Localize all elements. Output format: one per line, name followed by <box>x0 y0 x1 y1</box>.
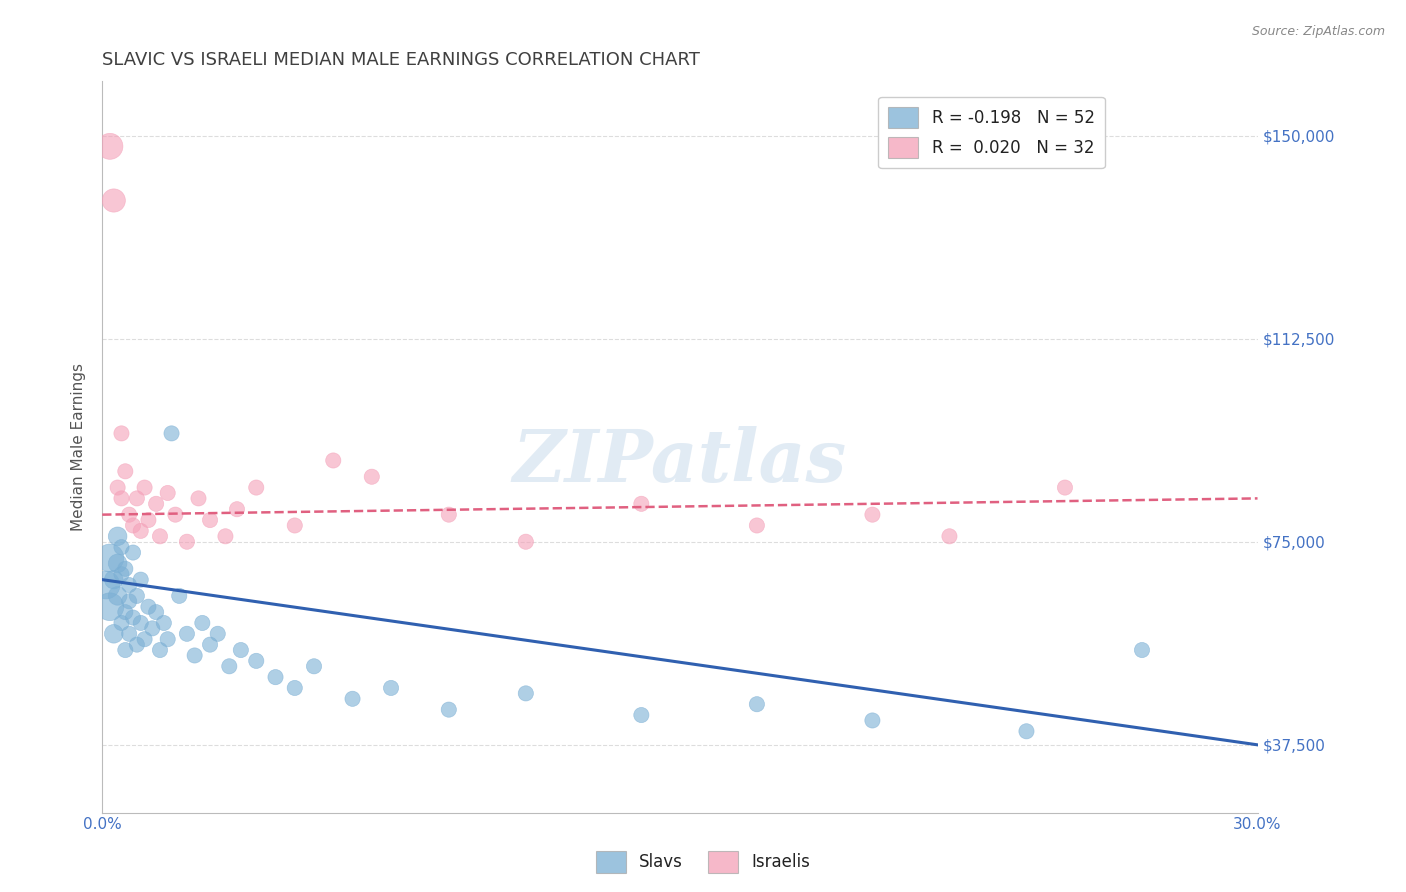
Y-axis label: Median Male Earnings: Median Male Earnings <box>72 363 86 531</box>
Point <box>153 615 176 630</box>
Point <box>860 508 883 522</box>
Point <box>360 469 382 483</box>
Point <box>125 638 148 652</box>
Point <box>103 573 125 587</box>
Point <box>114 464 136 478</box>
Point <box>160 426 183 441</box>
Point <box>107 529 129 543</box>
Point <box>129 573 152 587</box>
Point <box>183 648 205 663</box>
Point <box>245 654 267 668</box>
Point <box>125 491 148 506</box>
Point <box>322 453 344 467</box>
Point <box>149 643 172 657</box>
Point <box>198 513 221 527</box>
Point <box>630 708 652 723</box>
Point <box>107 589 129 603</box>
Point <box>118 508 141 522</box>
Point <box>284 681 307 695</box>
Point <box>156 632 179 647</box>
Point <box>156 486 179 500</box>
Text: SLAVIC VS ISRAELI MEDIAN MALE EARNINGS CORRELATION CHART: SLAVIC VS ISRAELI MEDIAN MALE EARNINGS C… <box>103 51 700 69</box>
Point <box>342 691 364 706</box>
Point <box>187 491 209 506</box>
Point <box>138 513 160 527</box>
Point <box>165 508 187 522</box>
Point <box>515 686 537 700</box>
Point <box>149 529 172 543</box>
Point <box>264 670 287 684</box>
Point <box>176 534 198 549</box>
Point <box>122 545 145 559</box>
Point <box>745 518 768 533</box>
Point <box>138 599 160 614</box>
Point <box>110 615 132 630</box>
Point <box>380 681 402 695</box>
Point <box>1053 481 1076 495</box>
Point <box>110 567 132 582</box>
Point <box>122 518 145 533</box>
Text: Source: ZipAtlas.com: Source: ZipAtlas.com <box>1251 25 1385 38</box>
Point <box>630 497 652 511</box>
Point <box>167 589 190 603</box>
Point <box>214 529 236 543</box>
Point <box>437 703 460 717</box>
Point <box>134 481 156 495</box>
Point <box>134 632 156 647</box>
Point <box>122 610 145 624</box>
Point <box>515 534 537 549</box>
Point <box>107 557 129 571</box>
Point <box>938 529 960 543</box>
Point <box>107 481 129 495</box>
Point <box>1130 643 1153 657</box>
Point <box>145 605 167 619</box>
Point <box>114 605 136 619</box>
Point <box>129 524 152 538</box>
Point <box>110 426 132 441</box>
Point <box>302 659 325 673</box>
Point <box>437 508 460 522</box>
Point <box>125 589 148 603</box>
Point <box>114 562 136 576</box>
Point <box>1015 724 1038 739</box>
Point <box>176 627 198 641</box>
Point <box>110 540 132 554</box>
Point <box>141 621 163 635</box>
Text: ZIPatlas: ZIPatlas <box>513 426 846 497</box>
Point <box>198 638 221 652</box>
Point <box>118 627 141 641</box>
Point <box>118 578 141 592</box>
Point <box>229 643 252 657</box>
Point <box>145 497 167 511</box>
Point <box>94 578 117 592</box>
Point <box>98 139 121 153</box>
Point <box>103 627 125 641</box>
Point <box>118 594 141 608</box>
Point <box>860 714 883 728</box>
Point <box>110 491 132 506</box>
Point <box>98 551 121 566</box>
Legend: R = -0.198   N = 52, R =  0.020   N = 32: R = -0.198 N = 52, R = 0.020 N = 32 <box>879 97 1105 169</box>
Point <box>103 194 125 208</box>
Point <box>745 697 768 711</box>
Point <box>191 615 214 630</box>
Point <box>245 481 267 495</box>
Point <box>98 599 121 614</box>
Point <box>226 502 249 516</box>
Point <box>218 659 240 673</box>
Point <box>284 518 307 533</box>
Point <box>207 627 229 641</box>
Point <box>114 643 136 657</box>
Legend: Slavs, Israelis: Slavs, Israelis <box>589 845 817 880</box>
Point <box>129 615 152 630</box>
